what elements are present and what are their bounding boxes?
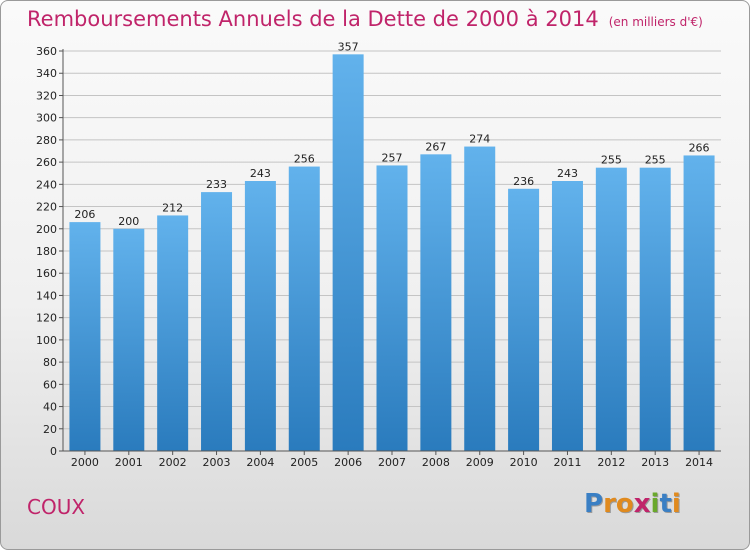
data-label: 200 (118, 215, 139, 228)
y-tick-label: 20 (43, 423, 57, 436)
chart-title-main: Remboursements Annuels de la Dette de 20… (27, 7, 599, 31)
bar (376, 165, 408, 451)
bar (244, 181, 276, 451)
y-tick-label: 280 (36, 134, 57, 147)
x-tick-label: 2009 (466, 456, 494, 469)
bar (69, 222, 101, 451)
bars: 206 200 212 233 243 256 357 257 267 274 236 243 255 2… (69, 40, 715, 452)
x-tick-label: 2004 (246, 456, 274, 469)
data-label: 206 (74, 208, 95, 221)
y-tick-label: 320 (36, 89, 57, 102)
data-label: 256 (294, 153, 315, 166)
bar (595, 167, 627, 451)
logo-letter: o (615, 489, 634, 519)
y-tick-label: 240 (36, 178, 57, 191)
y-tick-label: 300 (36, 112, 57, 125)
y-tick-label: 80 (43, 356, 57, 369)
axes: 0 20 40 60 80 100 120 140 160 180 200 220 240 260 280 3… (36, 45, 721, 469)
x-tick-label: 2013 (641, 456, 669, 469)
y-tick-label: 140 (36, 289, 57, 302)
logo-letter: t (659, 489, 672, 519)
bar (332, 54, 364, 451)
y-tick-label: 40 (43, 401, 57, 414)
data-label: 212 (162, 201, 183, 214)
logo-letter: r (603, 489, 616, 519)
data-label: 357 (338, 40, 359, 53)
y-tick-label: 180 (36, 245, 57, 258)
data-label: 243 (250, 167, 271, 180)
x-tick-label: 2011 (553, 456, 581, 469)
bar (508, 188, 540, 451)
x-tick-label: 2005 (290, 456, 318, 469)
logo-letter: P (584, 489, 604, 519)
logo-letter: i (671, 489, 681, 519)
chart-title: Remboursements Annuels de la Dette de 20… (27, 7, 703, 31)
data-label: 236 (513, 175, 534, 188)
x-tick-label: 2010 (510, 456, 538, 469)
x-tick-label: 2012 (597, 456, 625, 469)
proxiti-logo: Proxiti (584, 489, 681, 519)
y-tick-label: 0 (50, 445, 57, 458)
data-label: 266 (689, 141, 710, 154)
data-label: 255 (601, 154, 622, 167)
bar (639, 167, 671, 451)
x-tick-label: 2000 (71, 456, 99, 469)
x-tick-label: 2007 (378, 456, 406, 469)
x-tick-label: 2001 (115, 456, 143, 469)
y-tick-label: 60 (43, 378, 57, 391)
chart-title-unit: (en milliers d'€) (608, 15, 703, 29)
bar (683, 155, 715, 451)
bar (201, 192, 233, 451)
y-tick-label: 340 (36, 67, 57, 80)
x-tick-label: 2014 (685, 456, 713, 469)
y-tick-label: 200 (36, 223, 57, 236)
data-label: 243 (557, 167, 578, 180)
data-label: 257 (382, 151, 403, 164)
y-tick-label: 260 (36, 156, 57, 169)
data-label: 274 (469, 133, 490, 146)
data-label: 267 (425, 140, 446, 153)
y-tick-label: 220 (36, 201, 57, 214)
x-tick-label: 2002 (159, 456, 187, 469)
bar (288, 166, 320, 452)
y-tick-label: 120 (36, 312, 57, 325)
bar (464, 146, 496, 452)
logo-letter: x (633, 489, 651, 519)
x-tick-label: 2008 (422, 456, 450, 469)
data-label: 233 (206, 178, 227, 191)
bar (551, 181, 583, 451)
y-tick-label: 100 (36, 334, 57, 347)
data-label: 255 (645, 154, 666, 167)
commune-name: COUX (27, 495, 86, 519)
bar (420, 154, 452, 452)
logo-letter: i (650, 489, 660, 519)
y-tick-label: 160 (36, 267, 57, 280)
y-tick-label: 360 (36, 45, 57, 58)
x-tick-label: 2003 (203, 456, 231, 469)
bar (157, 215, 189, 451)
bar (113, 228, 145, 451)
x-tick-label: 2006 (334, 456, 362, 469)
